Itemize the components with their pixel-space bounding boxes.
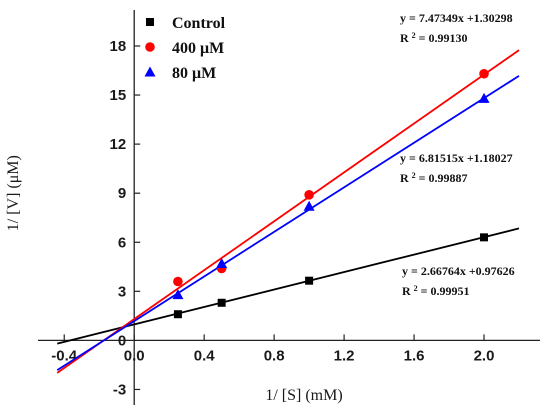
data-point: [173, 310, 182, 319]
y-tick-label: 9: [118, 185, 126, 202]
legend-marker: [144, 66, 156, 77]
x-tick-label: 2.0: [474, 347, 495, 364]
x-tick-label: 0.0: [124, 347, 145, 364]
data-point: [480, 233, 489, 242]
fit-equation: y = 7.47349x +1.30298: [400, 11, 513, 25]
y-tick-label: 3: [118, 283, 126, 300]
data-point: [478, 92, 490, 103]
axes: -0.4 0.0 0.4 0.8 1.2 1.6 2.0 -3 0 3 6 9 12 15 18: [38, 10, 540, 405]
legend-label: 400 μM: [172, 40, 224, 57]
y-axis-label: 1/ [V] (μM): [5, 155, 22, 231]
y-tick-label: 0: [118, 332, 126, 349]
x-tick-label: 0.8: [264, 347, 285, 364]
data-point: [216, 258, 228, 269]
x-tick-label: -0.4: [51, 347, 78, 364]
legend-marker: [145, 42, 155, 52]
legend-label: 80 μM: [172, 65, 216, 82]
y-tick-label: 18: [110, 38, 127, 55]
y-tick-label: 6: [118, 234, 126, 251]
x-tick-label: 0.4: [194, 347, 216, 364]
data-point: [304, 190, 314, 200]
x-tick-label: 1.2: [334, 347, 355, 364]
data-point: [172, 289, 184, 300]
legend: Control 400 μM 80 μM: [144, 15, 226, 82]
fit-equation: y = 6.81515x +1.18027: [400, 151, 513, 165]
fit-line: [56, 75, 520, 371]
legend-marker: [146, 18, 154, 26]
y-tick-label: 15: [110, 87, 127, 104]
fit-line: [57, 227, 520, 345]
x-tick-label: 1.6: [404, 347, 425, 364]
data-point: [303, 200, 315, 211]
fit-equation: y = 2.66764x +0.97626: [402, 264, 515, 278]
x-axis-label: 1/ [S] (mM): [265, 387, 342, 404]
fit-r-squared: R 2 = 0.99130: [400, 31, 468, 46]
data-points: [172, 68, 490, 319]
fit-lines: [56, 49, 520, 374]
fit-equations: y = 2.66764x +0.97626 R 2 = 0.99951 y = 7.…: [400, 11, 515, 298]
data-point: [217, 298, 226, 307]
fit-r-squared: R 2 = 0.99951: [402, 284, 470, 299]
y-tick-label: -3: [113, 381, 126, 398]
legend-label: Control: [172, 15, 226, 32]
data-point: [173, 276, 183, 287]
data-point: [305, 276, 314, 285]
y-tick-label: 12: [110, 136, 127, 153]
data-point: [479, 68, 489, 79]
fit-r-squared: R 2 = 0.99887: [400, 171, 468, 186]
fit-line: [56, 49, 520, 374]
